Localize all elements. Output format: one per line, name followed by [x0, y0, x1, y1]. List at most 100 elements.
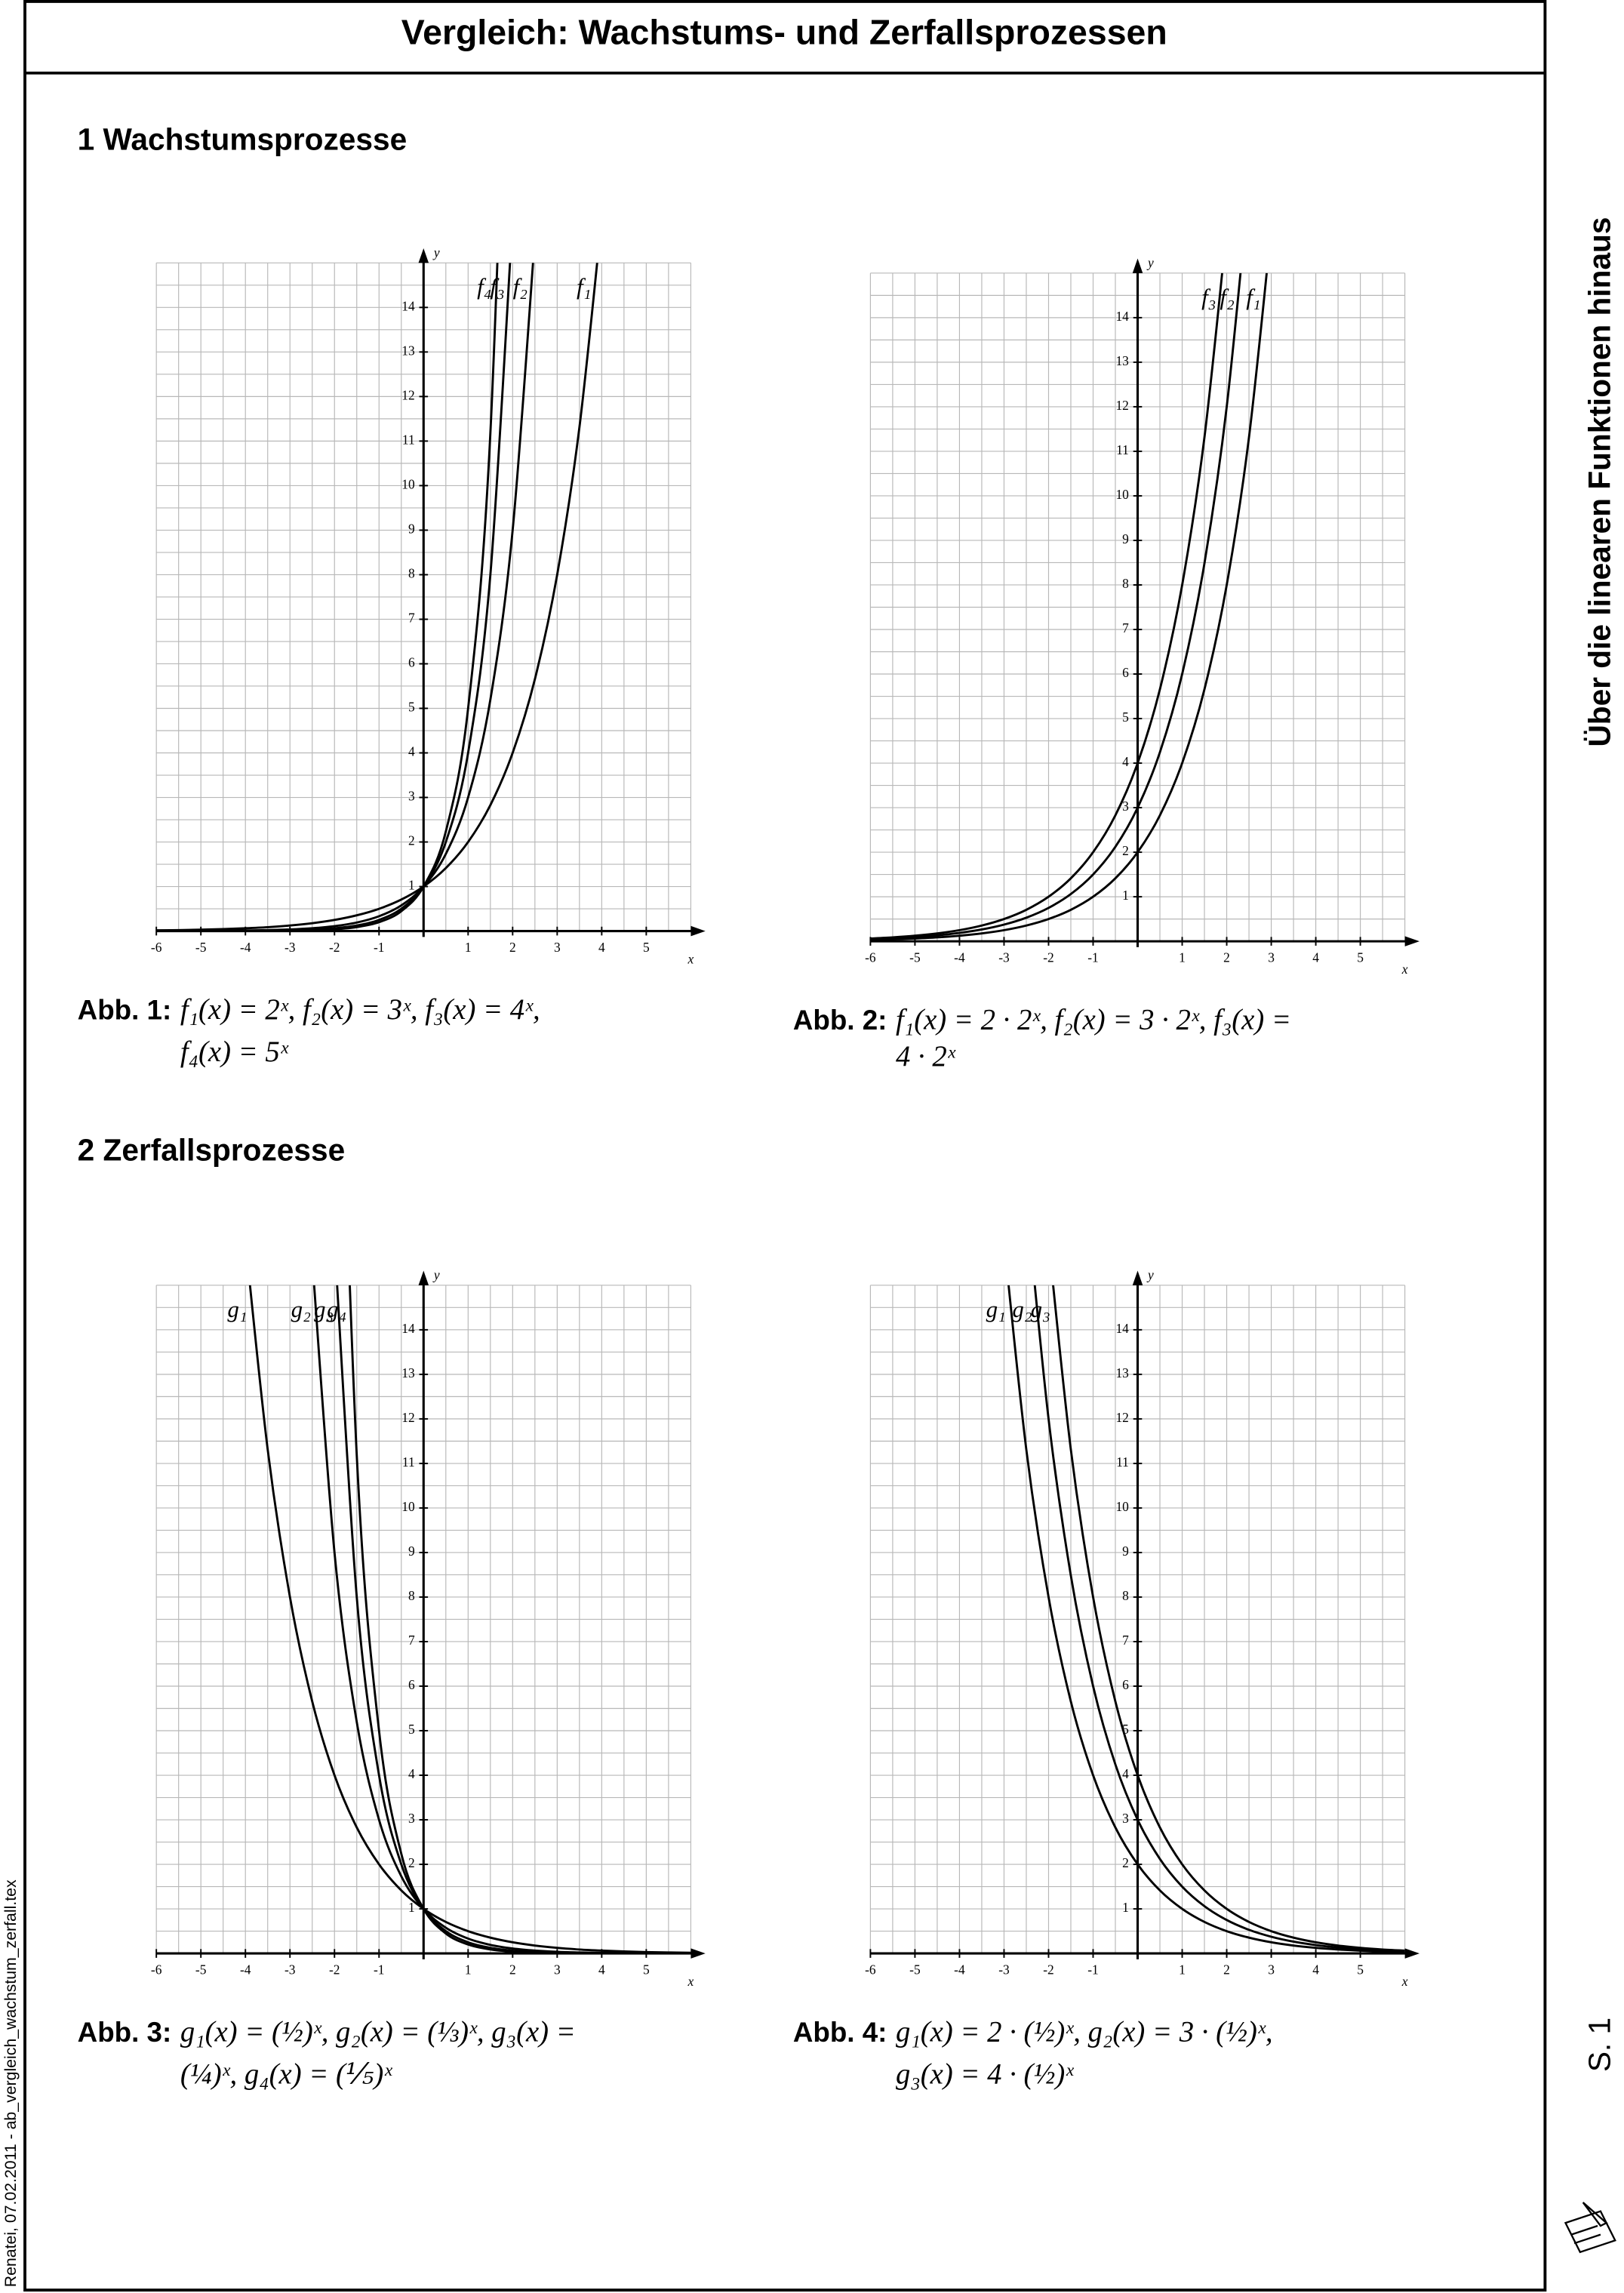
x-tick-label: 5 [1357, 950, 1364, 965]
chart: xy-6 -5 -4 -3 -2 -1 1 2 3 4 51234567891011121314g₁… [865, 1267, 1419, 1989]
curves [1007, 1285, 1405, 1953]
y-tick-label: 2 [1122, 1855, 1129, 1870]
curve-label: g₃ [1031, 1296, 1050, 1322]
x-tick-label: 1 [465, 1962, 472, 1977]
caption-label: Abb. 4: [793, 2017, 887, 2048]
x-axis-arrow [1404, 1948, 1419, 1959]
x-tick-label: 1 [465, 940, 472, 955]
x-tick-label: 3 [1268, 950, 1275, 965]
curve-label: g₁ [227, 1296, 247, 1322]
x-tick-label: -3 [285, 1962, 296, 1977]
x-tick-label: 2 [1223, 950, 1230, 965]
y-axis-arrow [1132, 1270, 1143, 1285]
x-tick-label: 4 [1312, 950, 1319, 965]
x-tick-label: -2 [329, 1962, 340, 1977]
y-tick-label: 10 [1115, 1499, 1129, 1514]
x-tick-label: -6 [865, 950, 876, 965]
y-tick-label: 10 [401, 1499, 415, 1514]
section-heading: 2 Zerfallsprozesse [78, 1132, 346, 1167]
x-tick-label: 4 [598, 1962, 605, 1977]
curve [870, 272, 1268, 941]
x-axis-label: x [687, 951, 694, 966]
caption-text: f₁(x) = 2 · 2ˣ, f₂(x) = 3 · 2ˣ, f₃(x) = [896, 1004, 1291, 1036]
y-tick-label: 13 [1115, 1365, 1129, 1380]
curve-label: g₂ [291, 1296, 311, 1322]
y-tick-label: 6 [1122, 1677, 1129, 1692]
x-axis-label: x [687, 1974, 694, 1989]
x-tick-label: -1 [374, 940, 385, 955]
y-axis-label: y [432, 245, 440, 260]
y-tick-label: 7 [1122, 620, 1129, 636]
curve [348, 1285, 691, 1954]
curve-label: f₃ [490, 273, 504, 300]
footer-note: Renatei, 07.02.2011 - ab_vergleich_wachs… [2, 1879, 20, 2287]
curve [1007, 1285, 1405, 1953]
y-axis-arrow [1132, 258, 1143, 273]
y-tick-label: 3 [1122, 1811, 1129, 1826]
curve [248, 1285, 691, 1954]
x-tick-label: -5 [195, 1962, 207, 1977]
x-axis-label: x [1401, 1974, 1408, 1989]
y-axis-arrow [418, 248, 429, 263]
curve-label: f₁ [577, 273, 591, 300]
curve [156, 263, 598, 931]
x-tick-label: -4 [240, 940, 251, 955]
y-tick-label: 11 [402, 432, 415, 447]
y-tick-label: 4 [408, 744, 415, 759]
x-axis-arrow [691, 925, 706, 937]
caption-text: f₄(x) = 5ˣ [180, 1036, 289, 1068]
y-tick-label: 13 [1115, 353, 1129, 368]
x-tick-label: 3 [554, 1962, 561, 1977]
curve-label: g₁ [986, 1296, 1006, 1322]
y-tick-label: 14 [1115, 1321, 1129, 1336]
x-tick-label: 1 [1179, 1962, 1186, 1977]
y-tick-label: 1 [1122, 888, 1129, 903]
y-tick-label: 2 [408, 833, 415, 848]
chart: xy-6 -5 -4 -3 -2 -1 1 2 3 4 51234567891011121314g₁… [151, 1267, 706, 1989]
curve-label: f₄ [477, 273, 491, 300]
y-tick-label: 6 [1122, 665, 1129, 680]
x-tick-label: -1 [1087, 950, 1099, 965]
y-tick-label: 5 [408, 1722, 415, 1737]
x-tick-label: -5 [909, 1962, 921, 1977]
caption-text: (¼)ˣ, g₄(x) = (⅕)ˣ [180, 2058, 392, 2090]
y-tick-label: 5 [1122, 709, 1129, 725]
y-tick-label: 8 [408, 1588, 415, 1603]
caption-text: g₁(x) = (½)ˣ, g₂(x) = (⅓)ˣ, g₃(x) = [180, 2016, 576, 2048]
section-heading: 1 Wachstumsprozesse [78, 122, 408, 156]
y-tick-label: 7 [408, 1633, 415, 1648]
x-tick-label: 3 [1268, 1962, 1275, 1977]
y-tick-label: 13 [401, 343, 415, 358]
y-axis-label: y [1146, 1267, 1154, 1282]
x-tick-label: -1 [374, 1962, 385, 1977]
curve [1033, 1285, 1405, 1953]
x-tick-label: 5 [1357, 1962, 1364, 1977]
x-tick-label: -2 [329, 940, 340, 955]
y-tick-label: 3 [408, 1811, 415, 1826]
x-tick-label: -2 [1043, 1962, 1053, 1977]
y-axis-arrow [418, 1270, 429, 1285]
x-tick-label: -5 [195, 940, 207, 955]
y-tick-label: 9 [1122, 1544, 1129, 1559]
y-tick-label: 4 [1122, 754, 1129, 769]
curve-label: f₂ [1220, 284, 1235, 310]
x-tick-label: 5 [643, 1962, 650, 1977]
x-tick-label: -5 [909, 950, 921, 965]
x-axis-arrow [691, 1948, 706, 1959]
y-tick-label: 9 [408, 1544, 415, 1559]
chart: xy-6 -5 -4 -3 -2 -1 1 2 3 4 51234567891011121314f₁… [151, 245, 706, 966]
caption-text: f₁(x) = 2ˣ, f₂(x) = 3ˣ, f₃(x) = 4ˣ, [180, 994, 540, 1026]
page-frame [23, 0, 1547, 2292]
side-title: Über die linearen Funktionen hinaus [1582, 217, 1617, 747]
y-tick-label: 11 [402, 1454, 415, 1470]
x-tick-label: 1 [1179, 950, 1186, 965]
curve [1052, 1285, 1405, 1952]
y-tick-label: 8 [1122, 576, 1129, 591]
x-tick-label: -4 [954, 1962, 965, 1977]
caption-label: Abb. 1: [78, 995, 172, 1026]
x-tick-label: 3 [554, 940, 561, 955]
x-tick-label: 4 [598, 940, 605, 955]
y-tick-label: 4 [1122, 1766, 1129, 1781]
y-tick-label: 1 [1122, 1900, 1129, 1915]
